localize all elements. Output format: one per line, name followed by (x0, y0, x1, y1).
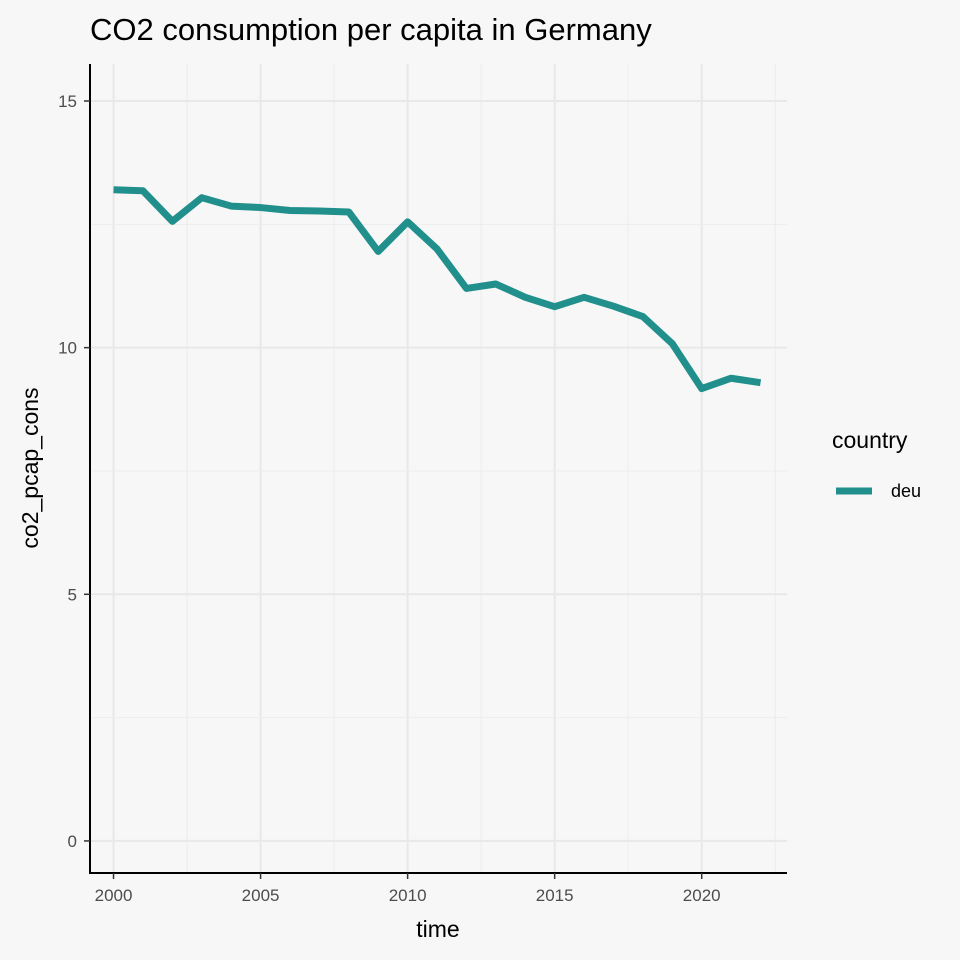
x-tick-label: 2015 (536, 886, 574, 905)
x-tick-label: 2005 (242, 886, 280, 905)
series-layer (113, 186, 762, 393)
legend: country deu (832, 427, 921, 501)
x-ticks: 2000 2005 2010 2015 2020 (95, 873, 721, 905)
legend-label-deu: deu (891, 481, 921, 501)
chart-title: CO2 consumption per capita in Germany (90, 12, 652, 47)
series-line-deu (113, 186, 762, 393)
y-tick-label: 15 (58, 92, 77, 111)
legend-items: deu (836, 481, 921, 501)
y-tick-label: 10 (58, 339, 77, 358)
x-tick-label: 2020 (683, 886, 721, 905)
x-tick-label: 2010 (389, 886, 427, 905)
x-tick-label: 2000 (95, 886, 133, 905)
y-tick-label: 5 (68, 585, 77, 604)
y-ticks: 0 5 10 15 (58, 92, 90, 851)
y-axis-title: co2_pcap_cons (17, 387, 43, 548)
legend-title: country (832, 427, 908, 453)
grid (90, 64, 787, 873)
y-tick-label: 0 (68, 832, 77, 851)
axes (89, 64, 787, 874)
x-axis-title: time (416, 916, 459, 942)
